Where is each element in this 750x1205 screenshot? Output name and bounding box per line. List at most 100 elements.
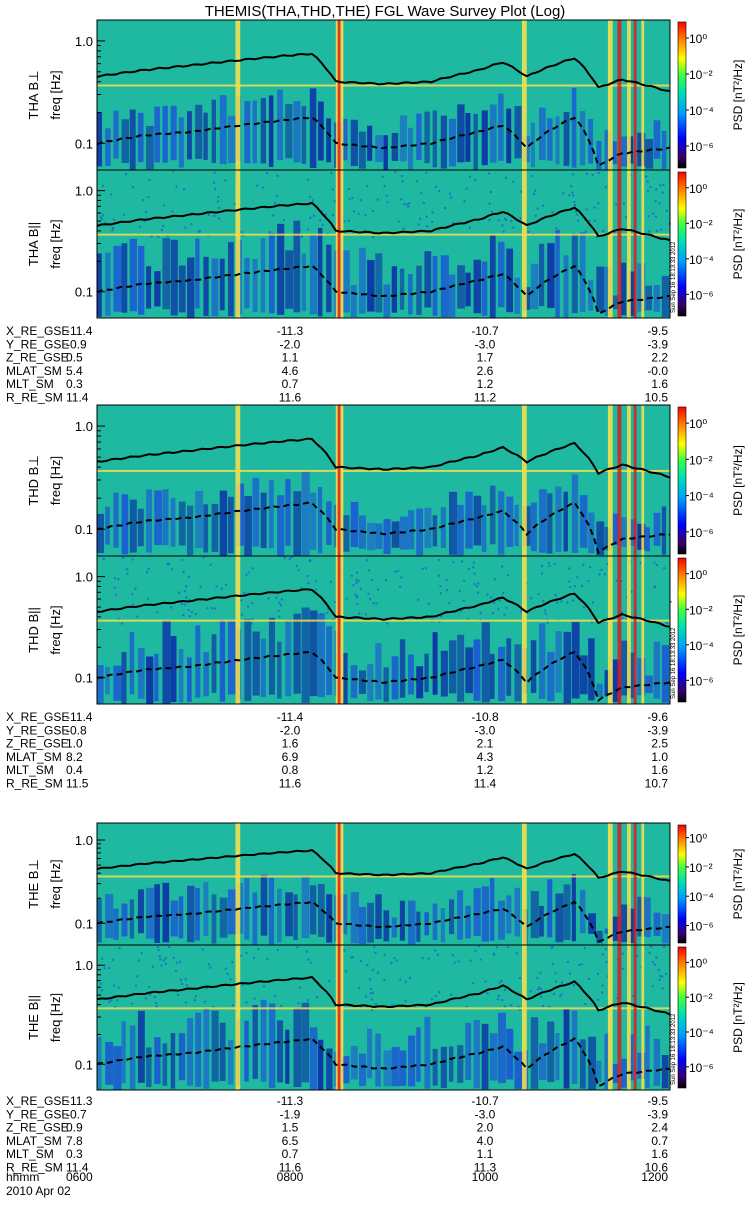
ephemeris-value: 11.6 [279, 391, 302, 405]
dashed-frequency-line [96, 501, 670, 555]
ephemeris-value: 0.7 [282, 1147, 299, 1161]
timestamp-stamp: Sun Sep 16 18:13:33 2012 [671, 1013, 677, 1085]
panel-label: THA B⊥ [26, 71, 41, 120]
solid-frequency-line [96, 849, 671, 882]
colorbar-tick-label: 10⁻⁴ [689, 890, 714, 904]
dashed-frequency-line [96, 651, 671, 703]
ephemeris-value: -0.0 [647, 364, 668, 378]
ephemeris-value: 2.4 [651, 1121, 668, 1135]
ephemeris-row-name: MLT_SM [6, 763, 54, 777]
y-tick-label: 1.0 [75, 419, 93, 434]
ephemeris-value: 11.3 [474, 1161, 497, 1175]
ephemeris-value: 0.5 [66, 351, 83, 365]
colorbar-tick-label: 10⁻² [689, 68, 713, 82]
ephemeris-value: 11.4 [474, 777, 497, 791]
ephemeris-value: 8.2 [66, 750, 83, 764]
ephemeris-value: 11.6 [279, 1161, 302, 1175]
timestamp-stamp: Sun Sep 16 18:13:33 2012 [671, 627, 677, 699]
ephemeris-value: 2.5 [651, 737, 668, 751]
ephemeris-value: 1.2 [477, 763, 494, 777]
ephemeris-value: 1.2 [477, 377, 494, 391]
colorbar-tick-label: 10⁰ [689, 568, 707, 582]
time-axis: hhmm 0600 0800 1000 1200 2010 Apr 02 [6, 1170, 668, 1198]
ephemeris-value: 0.9 [66, 1121, 83, 1135]
ephemeris-value: -10.7 [471, 1094, 499, 1108]
colorbar-tick-label: 10⁻⁴ [689, 253, 714, 267]
ephemeris-value: 11.4 [66, 1161, 89, 1175]
colorbar-label: PSD [nT²/Hz] [731, 209, 745, 280]
y-tick-label: 1.0 [75, 958, 93, 973]
spectrogram-panel: 1.0 0.1 THD B|| freq [Hz] [26, 555, 672, 705]
colorbar: 10⁰ 10⁻² 10⁻⁴ 10⁻⁶ PSD [nT²/Hz] [677, 406, 745, 555]
dashed-frequency-line [96, 116, 671, 168]
ephemeris-value: 7.8 [66, 1134, 83, 1148]
ephemeris-row-name: MLAT_SM [6, 750, 62, 764]
timestamp-stamp: Sun Sep 16 18:13:33 2012 [671, 241, 677, 313]
panel-label: THD B|| [26, 607, 41, 653]
y-axis-unit: freq [Hz] [48, 993, 63, 1042]
colorbar-label: PSD [nT²/Hz] [731, 60, 745, 131]
spectrogram-panel: 1.0 0.1 THA B|| freq [Hz] [26, 169, 671, 319]
ephemeris-value: 1.6 [282, 737, 299, 751]
ephemeris-value: -11.4 [66, 324, 93, 338]
ephemeris-value: 10.6 [645, 1161, 669, 1175]
ephemeris-value: -0.9 [66, 337, 87, 351]
colorbar-tick-label: 10⁰ [689, 956, 707, 970]
colorbar-label: PSD [nT²/Hz] [731, 445, 745, 516]
ephemeris-value: 0.8 [282, 763, 299, 777]
ephemeris-value: -9.6 [647, 710, 668, 724]
ephemeris-value: -3.9 [647, 1107, 668, 1121]
time-tick-label: 0600 [66, 1170, 93, 1184]
colorbar-tick-label: 10⁻² [689, 991, 713, 1005]
colorbar-tick-label: 10⁻⁶ [689, 1061, 714, 1075]
ephemeris-value: 2.6 [477, 364, 494, 378]
ephemeris-value: 0.7 [282, 377, 299, 391]
ephemeris-value: 1.7 [477, 351, 494, 365]
spectrogram-panel: 1.0 0.1 THD B⊥ freq [Hz] [26, 404, 671, 557]
solid-frequency-line [97, 588, 671, 628]
time-tick-label: 0800 [277, 1170, 304, 1184]
dashed-frequency-line [96, 1037, 671, 1088]
y-tick-label: 1.0 [75, 184, 93, 199]
colorbar-tick-label: 10⁻⁴ [689, 490, 714, 504]
spectrogram-panel: 1.0 0.1 THA B⊥ freq [Hz] [26, 19, 671, 171]
ephemeris-row-name: MLT_SM [6, 377, 54, 391]
ephemeris-value: -11.3 [66, 1094, 93, 1108]
colorbar-label: PSD [nT²/Hz] [731, 595, 745, 666]
colorbar: 10⁰ 10⁻² 10⁻⁴ 10⁻⁶ PSD [nT²/Hz] [677, 824, 745, 944]
ephemeris-value: 0.3 [66, 377, 83, 391]
panel-label: THA B|| [26, 222, 41, 266]
ephemeris-value: 10.7 [645, 777, 669, 791]
colorbar-tick-label: 10⁻⁶ [689, 140, 714, 154]
colorbar-tick-label: 10⁻⁶ [689, 288, 714, 302]
panel-label: THD B⊥ [26, 455, 41, 505]
y-tick-label: 0.1 [75, 1057, 93, 1072]
colorbar: 10⁰ 10⁻² 10⁻⁴ 10⁻⁶ PSD [nT²/Hz] [677, 21, 745, 169]
y-tick-label: 0.1 [75, 522, 93, 537]
solid-frequency-line [96, 437, 671, 479]
colorbar-label: PSD [nT²/Hz] [731, 849, 745, 920]
ephemeris-row-name: X_RE_GSE [6, 710, 69, 724]
ephemeris-value: 4.6 [282, 364, 299, 378]
ephemeris-value: -9.5 [647, 1094, 668, 1108]
y-axis-unit: freq [Hz] [48, 605, 63, 654]
ephemeris-value: 4.0 [477, 1134, 494, 1148]
ephemeris-value: 2.0 [477, 1121, 494, 1135]
y-tick-label: 0.1 [75, 285, 93, 300]
y-tick-label: 0.1 [75, 136, 93, 151]
ephemeris-value: 1.6 [651, 377, 668, 391]
ephemeris-row-name: Y_RE_GSE [6, 337, 69, 351]
ephemeris-value: 11.2 [474, 391, 497, 405]
colorbar-tick-label: 10⁻⁶ [689, 526, 714, 540]
ephemeris-value: 1.1 [282, 351, 299, 365]
ephemeris-row-name: R_RE_SM [6, 1161, 63, 1175]
colorbar-tick-label: 10⁻² [689, 603, 713, 617]
ephemeris-value: -11.4 [66, 710, 93, 724]
colorbar-tick-label: 10⁻⁶ [689, 919, 714, 933]
time-tick-label: 1200 [641, 1170, 668, 1184]
ephemeris-value: -9.5 [647, 324, 668, 338]
colorbar-tick-label: 10⁻⁴ [689, 1026, 714, 1040]
solid-frequency-line [96, 975, 671, 1016]
colorbar-tick-label: 10⁻² [689, 217, 713, 231]
ephemeris-value: -2.0 [280, 723, 301, 737]
